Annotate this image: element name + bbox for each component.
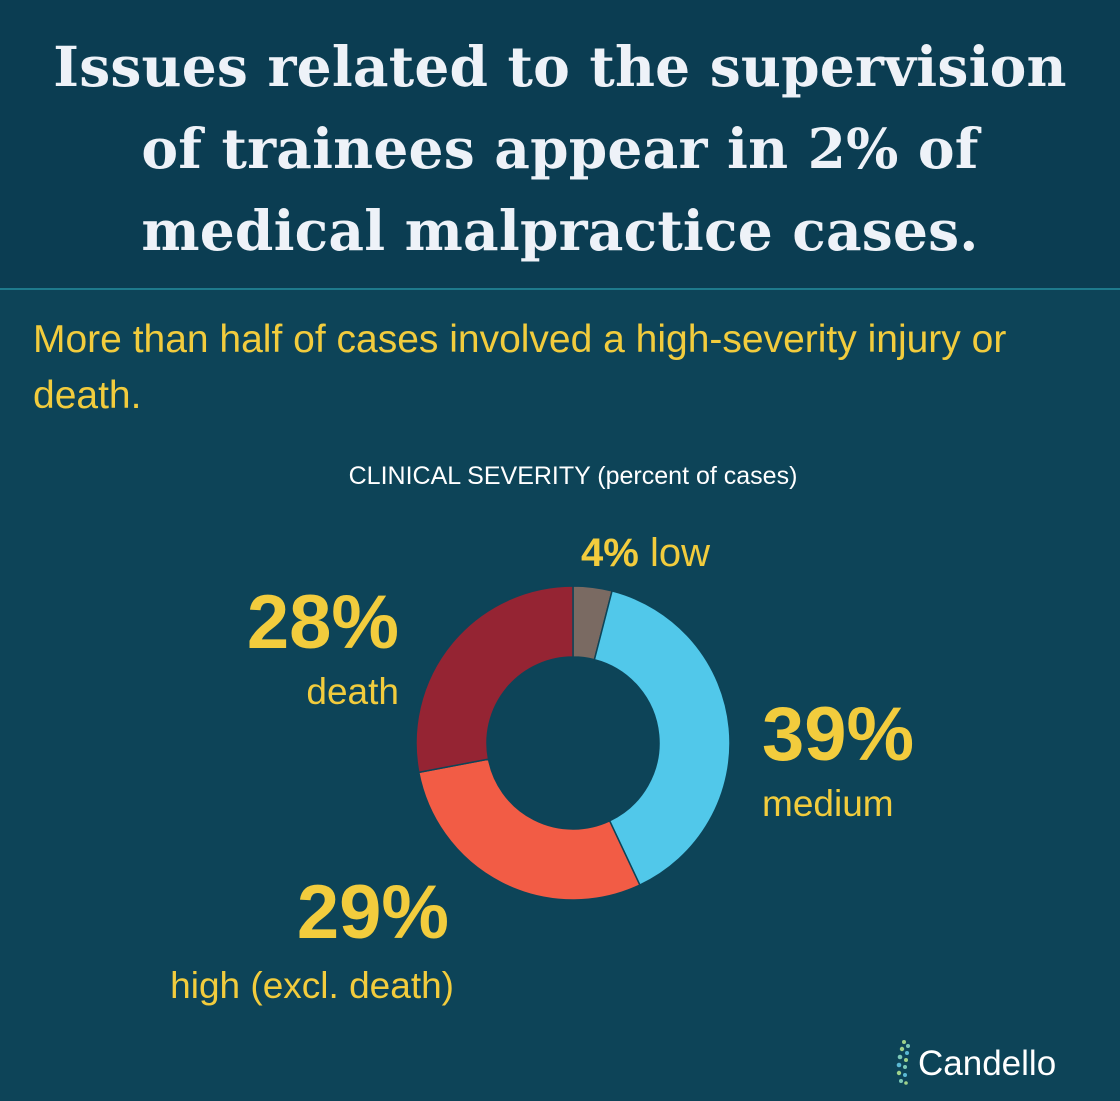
slice-value-high: 29% bbox=[296, 870, 449, 955]
slice-value-medium: 39% bbox=[762, 692, 915, 777]
brand-name: Candello bbox=[918, 1044, 1057, 1083]
header-band: Issues related to the supervision of tra… bbox=[0, 0, 1120, 290]
slice-label-high: 29% high (excl. death) bbox=[170, 875, 454, 1007]
candello-leaf-icon bbox=[896, 1040, 910, 1085]
slice-name-high: high (excl. death) bbox=[170, 965, 454, 1006]
subtitle: More than half of cases involved a high-… bbox=[33, 318, 1007, 417]
slice-label-death: 28% death bbox=[247, 585, 399, 713]
slice-label-medium: 39% medium bbox=[762, 697, 914, 825]
slice-label-low: 4% low bbox=[581, 530, 710, 576]
slice-value-death: 28% bbox=[246, 580, 399, 665]
donut-slice-medium bbox=[593, 590, 731, 887]
slice-name-medium: medium bbox=[762, 783, 894, 824]
page-title: Issues related to the supervision of tra… bbox=[53, 34, 1067, 263]
slice-name-death: death bbox=[306, 671, 399, 712]
donut-slice-high bbox=[417, 758, 641, 901]
chart-title: CLINICAL SEVERITY (percent of cases) bbox=[348, 462, 798, 490]
slice-name-low: low bbox=[649, 531, 710, 575]
slice-value-low: 4% bbox=[581, 531, 639, 575]
donut-slice-death bbox=[415, 585, 574, 774]
